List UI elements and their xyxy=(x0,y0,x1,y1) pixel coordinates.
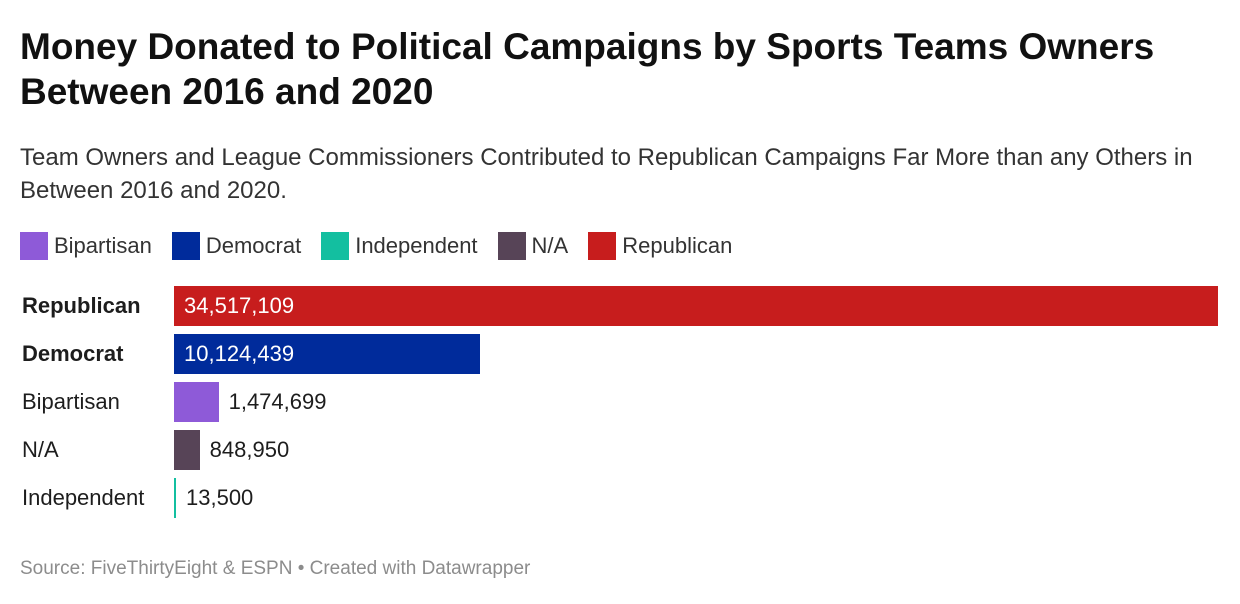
legend-swatch xyxy=(171,232,200,260)
legend-item: Democrat xyxy=(171,232,302,260)
bar xyxy=(174,382,219,422)
bar-row: Republican 34,517,109 xyxy=(0,286,1240,326)
value-label: 34,517,109 xyxy=(184,293,295,318)
value-label: 1,474,699 xyxy=(228,389,327,414)
bar xyxy=(174,286,1218,326)
legend-item: Bipartisan xyxy=(20,232,152,260)
chart-title: Money Donated to Political Campaigns by … xyxy=(20,26,1155,112)
category-label: Republican xyxy=(22,293,141,318)
legend-item: Republican xyxy=(588,232,732,260)
legend-label: Independent xyxy=(355,233,478,258)
bar xyxy=(174,334,481,374)
legend-label: Republican xyxy=(622,233,733,258)
category-label: Bipartisan xyxy=(22,389,120,414)
bar-row: Bipartisan 1,474,699 xyxy=(0,382,1240,422)
chart-subtitle: Team Owners and League Commissioners Con… xyxy=(20,144,1193,204)
legend-swatch xyxy=(321,232,350,260)
bar-chart: Republican 34,517,109 Democrat 10,124,439 Bi… xyxy=(0,282,1240,526)
category-label: N/A xyxy=(22,437,59,462)
value-label: 10,124,439 xyxy=(184,341,295,366)
chart-legend: Bipartisan Democrat Independent N/A Republic… xyxy=(20,230,752,262)
legend-swatch xyxy=(588,232,617,260)
legend-item: Independent xyxy=(321,232,478,260)
category-label: Independent xyxy=(22,485,145,510)
legend-label: Democrat xyxy=(205,233,302,258)
category-label: Democrat xyxy=(22,341,124,366)
legend-item: N/A xyxy=(497,232,569,260)
legend-label: N/A xyxy=(531,233,569,258)
source-footer: Source: FiveThirtyEight & ESPN • Created… xyxy=(20,558,531,579)
bar-row: Democrat 10,124,439 xyxy=(0,334,1240,374)
bar-row: Independent 13,500 xyxy=(0,478,1240,518)
value-label: 13,500 xyxy=(186,485,254,510)
bar xyxy=(174,430,200,470)
value-label: 848,950 xyxy=(209,437,290,462)
bar xyxy=(174,478,176,518)
legend-label: Bipartisan xyxy=(54,233,152,258)
bar-row: N/A 848,950 xyxy=(0,430,1240,470)
legend-swatch xyxy=(20,232,48,260)
legend-swatch xyxy=(497,232,526,260)
